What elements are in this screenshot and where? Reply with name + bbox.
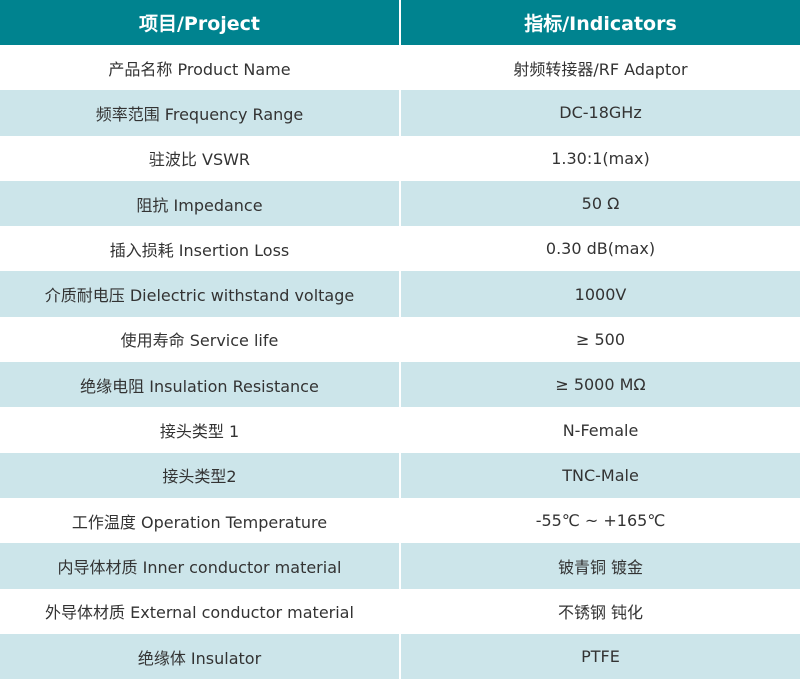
indicator-cell: 射频转接器/RF Adaptor bbox=[400, 45, 800, 91]
indicator-cell: 1000V bbox=[400, 271, 800, 317]
project-cell: 驻波比 VSWR bbox=[0, 135, 401, 181]
indicator-cell: 0.30 dB(max) bbox=[400, 226, 800, 272]
table-row: 内导体材质 Inner conductor material 铍青铜 镀金 bbox=[0, 543, 800, 589]
table-row: 产品名称 Product Name 射频转接器/RF Adaptor bbox=[0, 45, 800, 91]
project-cell: 使用寿命 Service life bbox=[0, 316, 401, 363]
table-row: 外导体材质 External conductor material 不锈钢 钝化 bbox=[0, 588, 800, 634]
table-row: 绝缘电阻 Insulation Resistance ≥ 5000 MΩ bbox=[0, 362, 800, 408]
project-cell: 频率范围 Frequency Range bbox=[0, 90, 401, 136]
table-row: 插入损耗 Insertion Loss 0.30 dB(max) bbox=[0, 226, 800, 272]
project-cell: 产品名称 Product Name bbox=[0, 45, 401, 91]
project-cell: 内导体材质 Inner conductor material bbox=[0, 543, 401, 589]
table-row: 工作温度 Operation Temperature -55℃ ~ +165℃ bbox=[0, 497, 800, 544]
indicator-cell: ≥ 500 bbox=[400, 316, 800, 363]
table-row: 介质耐电压 Dielectric withstand voltage 1000V bbox=[0, 271, 800, 317]
project-cell: 插入损耗 Insertion Loss bbox=[0, 226, 401, 272]
table-row: 阻抗 Impedance 50 Ω bbox=[0, 180, 800, 227]
project-cell: 工作温度 Operation Temperature bbox=[0, 497, 401, 544]
project-cell: 接头类型 1 bbox=[0, 407, 401, 453]
table-row: 使用寿命 Service life ≥ 500 bbox=[0, 316, 800, 363]
indicator-cell: N-Female bbox=[400, 407, 800, 453]
project-cell: 绝缘电阻 Insulation Resistance bbox=[0, 362, 401, 408]
header-project: 项目/Project bbox=[0, 0, 401, 45]
project-cell: 外导体材质 External conductor material bbox=[0, 588, 401, 634]
project-cell: 介质耐电压 Dielectric withstand voltage bbox=[0, 271, 401, 317]
indicator-cell: TNC-Male bbox=[400, 452, 800, 498]
indicator-cell: PTFE bbox=[400, 633, 800, 679]
indicator-cell: -55℃ ~ +165℃ bbox=[400, 497, 800, 544]
header-row: 项目/Project 指标/Indicators bbox=[0, 0, 800, 45]
indicator-cell: 铍青铜 镀金 bbox=[400, 543, 800, 589]
table-row: 驻波比 VSWR 1.30:1(max) bbox=[0, 135, 800, 181]
project-cell: 接头类型2 bbox=[0, 452, 401, 498]
indicator-cell: 不锈钢 钝化 bbox=[400, 588, 800, 634]
table-row: 频率范围 Frequency Range DC-18GHz bbox=[0, 90, 800, 136]
indicator-cell: DC-18GHz bbox=[400, 90, 800, 136]
table-body: 产品名称 Product Name 射频转接器/RF Adaptor 频率范围 Fr… bbox=[0, 45, 800, 679]
indicator-cell: 1.30:1(max) bbox=[400, 135, 800, 181]
indicator-cell: ≥ 5000 MΩ bbox=[400, 362, 800, 408]
table-row: 接头类型2 TNC-Male bbox=[0, 452, 800, 498]
header-indicators: 指标/Indicators bbox=[400, 0, 800, 45]
indicator-cell: 50 Ω bbox=[400, 180, 800, 227]
table-row: 绝缘体 Insulator PTFE bbox=[0, 633, 800, 679]
project-cell: 阻抗 Impedance bbox=[0, 180, 401, 227]
project-cell: 绝缘体 Insulator bbox=[0, 633, 401, 679]
table-row: 接头类型 1 N-Female bbox=[0, 407, 800, 453]
